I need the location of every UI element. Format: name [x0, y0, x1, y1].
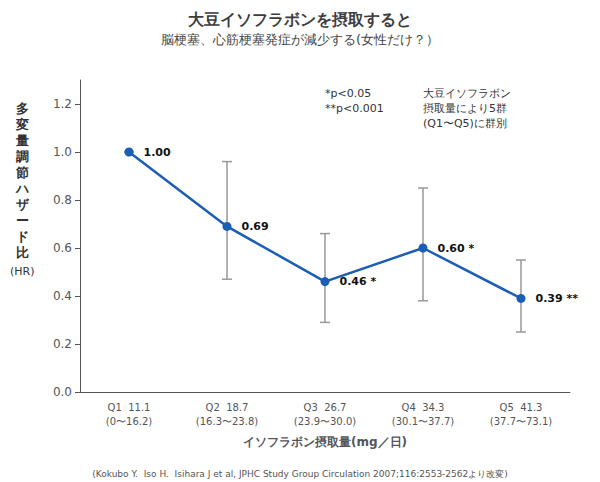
svg-text:量: 量 — [15, 133, 29, 148]
svg-text:0.60 *: 0.60 * — [438, 242, 475, 255]
svg-text:ハ: ハ — [15, 181, 29, 196]
svg-text:(0〜16.2): (0〜16.2) — [106, 416, 153, 427]
svg-text:(16.3〜23.8): (16.3〜23.8) — [196, 416, 258, 427]
svg-text:0.6: 0.6 — [53, 241, 72, 255]
svg-text:Q4 34.3: Q4 34.3 — [402, 402, 445, 413]
svg-text:1.00: 1.00 — [144, 146, 171, 159]
svg-text:Q2 18.7: Q2 18.7 — [206, 402, 249, 413]
svg-text:ド: ド — [16, 229, 29, 244]
svg-text:0.39 **: 0.39 ** — [536, 292, 579, 305]
svg-text:0.4: 0.4 — [53, 289, 72, 303]
svg-text:0.46 *: 0.46 * — [340, 275, 377, 288]
svg-text:調: 調 — [16, 149, 29, 164]
svg-text:脳梗塞、心筋梗塞発症が減少する(女性だけ？）: 脳梗塞、心筋梗塞発症が減少する(女性だけ？） — [161, 32, 439, 47]
svg-text:大豆イソフラボンを摂取すると: 大豆イソフラボンを摂取すると — [188, 10, 412, 29]
svg-text:比: 比 — [16, 245, 29, 260]
svg-text:多: 多 — [16, 101, 29, 116]
svg-text:イソフラボン摂取量(mg／日): イソフラボン摂取量(mg／日) — [243, 435, 407, 449]
svg-text:Q5 41.3: Q5 41.3 — [500, 402, 543, 413]
svg-text:0.69: 0.69 — [242, 220, 269, 233]
svg-text:(HR): (HR) — [10, 265, 35, 278]
svg-text:Q1 11.1: Q1 11.1 — [108, 402, 151, 413]
svg-text:節: 節 — [15, 165, 29, 180]
svg-text:(37.7〜73.1): (37.7〜73.1) — [490, 416, 552, 427]
svg-text:1.0: 1.0 — [53, 145, 72, 159]
svg-text:変: 変 — [15, 117, 29, 132]
svg-text:(Kokubo Y. Iso H. Isihara J: (Kokubo Y. Iso H. Isihara J et al, JPHC … — [92, 469, 508, 479]
svg-text:0.0: 0.0 — [53, 385, 72, 399]
svg-text:ザ: ザ — [16, 197, 30, 212]
svg-text:*p<0.05: *p<0.05 — [325, 87, 371, 100]
svg-text:Q3 26.7: Q3 26.7 — [304, 402, 347, 413]
svg-text:(23.9〜30.0): (23.9〜30.0) — [294, 416, 356, 427]
svg-text:**p<0.001: **p<0.001 — [325, 102, 384, 115]
svg-text:0.2: 0.2 — [53, 337, 72, 351]
svg-text:ー: ー — [16, 213, 29, 228]
svg-text:1.2: 1.2 — [53, 97, 72, 111]
svg-text:大豆イソフラボン: 大豆イソフラボン — [423, 87, 511, 100]
svg-text:(Q1〜Q5)に群別: (Q1〜Q5)に群別 — [423, 117, 507, 130]
svg-text:(30.1〜37.7): (30.1〜37.7) — [392, 416, 454, 427]
svg-text:0.8: 0.8 — [53, 193, 72, 207]
svg-text:摂取量により5群: 摂取量により5群 — [423, 102, 507, 115]
